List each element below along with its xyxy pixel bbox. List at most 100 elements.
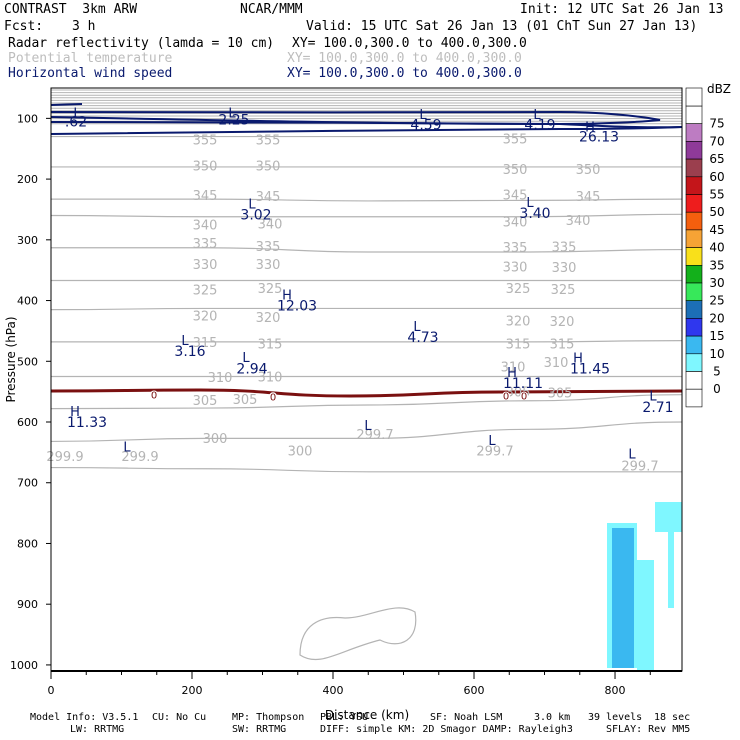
colorbar-segment: [685, 158, 703, 178]
wind-contour-mid: [51, 121, 682, 129]
zero-label: 0: [503, 392, 509, 403]
wind-speed-label: 2.71: [642, 400, 673, 416]
colorbar-segment: [685, 176, 703, 195]
y-axis-title: Pressure (hPa): [4, 316, 18, 402]
colorbar-segment: [685, 388, 703, 408]
footer-sf: SF: Noah LSM: [430, 712, 503, 723]
footer-resolution: 3.0 km: [534, 712, 571, 723]
y-tick-label: 700: [17, 477, 38, 490]
field3-xy: XY= 100.0,300.0 to 400.0,300.0: [287, 66, 522, 81]
forecast-hours: 3 h: [72, 19, 96, 34]
low-wind-marker: L: [488, 434, 496, 449]
wind-speed-label: 12.03: [277, 298, 317, 314]
theta-label: 320: [256, 311, 281, 326]
theta-label: 299.7: [621, 460, 658, 475]
footer-timestep: 18 sec: [654, 712, 691, 723]
zero-label-bg: [502, 391, 510, 400]
y-tick-label: 900: [17, 598, 38, 611]
low-wind-marker: L: [413, 320, 421, 335]
low-wind-marker: L: [242, 351, 250, 366]
colorbar-label: 45: [709, 223, 724, 237]
x-tick-label: 600: [464, 684, 485, 697]
wind-speed-label: 26.13: [579, 130, 619, 146]
high-wind-marker: H: [70, 405, 80, 420]
colorbar-label: 55: [709, 188, 724, 202]
theta-contour-305: [51, 421, 682, 443]
theta-label: 299.7: [356, 428, 393, 443]
colorbar-label: 20: [709, 311, 724, 325]
colorbar-label: 10: [709, 347, 724, 361]
colorbar-segment: [685, 247, 703, 266]
theta-contour-310: [51, 394, 682, 410]
field1-xy: XY= 100.0,300.0 to 400.0,300.0: [292, 36, 527, 51]
theta-label: 315: [258, 338, 283, 353]
y-tick-label: 500: [17, 355, 38, 368]
theta-label: 300: [203, 432, 228, 447]
theta-label: 345: [256, 190, 281, 205]
wind-speed-label: .62: [65, 114, 87, 130]
field1-name: Radar reflectivity (lamda = 10 cm): [8, 36, 275, 51]
low-wind-marker: L: [73, 106, 81, 121]
footer-model-info: Model Info: V3.5.1: [30, 712, 139, 723]
low-wind-marker: L: [364, 419, 372, 434]
model-title: CONTRAST 3km ARW: [4, 2, 138, 17]
theta-label: 310: [258, 370, 283, 385]
theta-label: 355: [256, 134, 281, 149]
theta-label: 350: [576, 163, 601, 178]
colorbar-label: 15: [709, 329, 724, 343]
colorbar-segment: [685, 211, 703, 231]
footer-diff: DIFF: simple KM: 2D Smagor DAMP: Rayleig…: [320, 724, 573, 735]
theta-contours: [51, 135, 682, 660]
theta-label: 345: [503, 188, 528, 203]
theta-label: 340: [193, 219, 218, 234]
low-wind-marker: L: [419, 108, 427, 123]
theta-label: 310: [501, 361, 526, 376]
theta-label: 325: [193, 284, 218, 299]
theta-contour-345: [51, 198, 682, 202]
colorbar-label: 70: [709, 134, 724, 148]
theta-label: 345: [576, 190, 601, 205]
wind-speed-label: 4.59: [410, 117, 441, 133]
colorbar-segment: [685, 282, 703, 302]
colorbar-segment: [685, 300, 703, 319]
colorbar-label: 25: [709, 294, 724, 308]
theta-label: 320: [550, 315, 575, 330]
high-wind-marker: H: [573, 352, 583, 367]
low-wind-marker: L: [123, 440, 131, 455]
colorbar-segment: [685, 335, 703, 355]
theta-contour-335: [51, 247, 682, 253]
theta-label: 335: [256, 240, 281, 255]
theta-label: 355: [503, 132, 528, 147]
y-tick-label: 100: [17, 112, 38, 125]
theta-label: 320: [506, 315, 531, 330]
colorbar-segment: [685, 371, 703, 390]
x-axis-title: Distance (km): [325, 708, 409, 722]
theta-label: 305: [193, 394, 218, 409]
colorbar-label: 0: [713, 382, 721, 396]
theta-contour-299-7: [299, 607, 417, 660]
forecast-label: Fcst:: [4, 19, 44, 34]
theta-label: 355: [193, 134, 218, 149]
theta-label: 340: [258, 217, 283, 232]
low-wind-marker: L: [649, 389, 657, 404]
zero-label-bg: [150, 390, 158, 399]
theta-label: 325: [551, 283, 576, 298]
y-tick-label: 600: [17, 416, 38, 429]
theta-label: 310: [208, 371, 233, 386]
x-tick-label: 0: [48, 684, 55, 697]
colorbar-segment: [685, 318, 703, 337]
low-wind-marker: L: [526, 196, 534, 211]
colorbar-label: 65: [709, 152, 724, 166]
theta-label: 330: [193, 258, 218, 273]
field2-name: Potential temperature: [8, 51, 173, 66]
reflectivity-area-15dbz: [612, 528, 634, 668]
theta-label: 340: [566, 214, 591, 229]
valid-time: Valid: 15 UTC Sat 26 Jan 13 (01 ChT Sun …: [306, 19, 698, 34]
theta-label: 335: [193, 237, 218, 252]
footer-levels: 39 levels: [588, 712, 643, 723]
theta-label: 340: [503, 216, 528, 231]
colorbar-cap: [685, 87, 703, 107]
wind-speed-label: 2.25: [218, 113, 249, 129]
